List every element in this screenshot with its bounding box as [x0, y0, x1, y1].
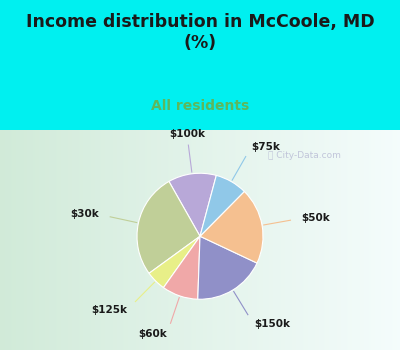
Text: $50k: $50k	[302, 213, 330, 223]
Wedge shape	[200, 175, 244, 236]
Text: $60k: $60k	[138, 329, 167, 339]
Wedge shape	[169, 173, 216, 236]
Text: $100k: $100k	[169, 129, 205, 139]
Text: ⓘ City-Data.com: ⓘ City-Data.com	[268, 152, 340, 160]
Text: Income distribution in McCoole, MD
(%): Income distribution in McCoole, MD (%)	[26, 13, 374, 52]
Text: $30k: $30k	[70, 209, 99, 219]
Text: All residents: All residents	[151, 99, 249, 113]
Wedge shape	[198, 236, 257, 299]
Text: $150k: $150k	[254, 320, 290, 329]
Wedge shape	[200, 191, 263, 263]
Text: $75k: $75k	[251, 142, 280, 152]
Text: $125k: $125k	[91, 304, 127, 315]
Wedge shape	[164, 236, 200, 299]
Wedge shape	[137, 181, 200, 273]
Wedge shape	[149, 236, 200, 288]
